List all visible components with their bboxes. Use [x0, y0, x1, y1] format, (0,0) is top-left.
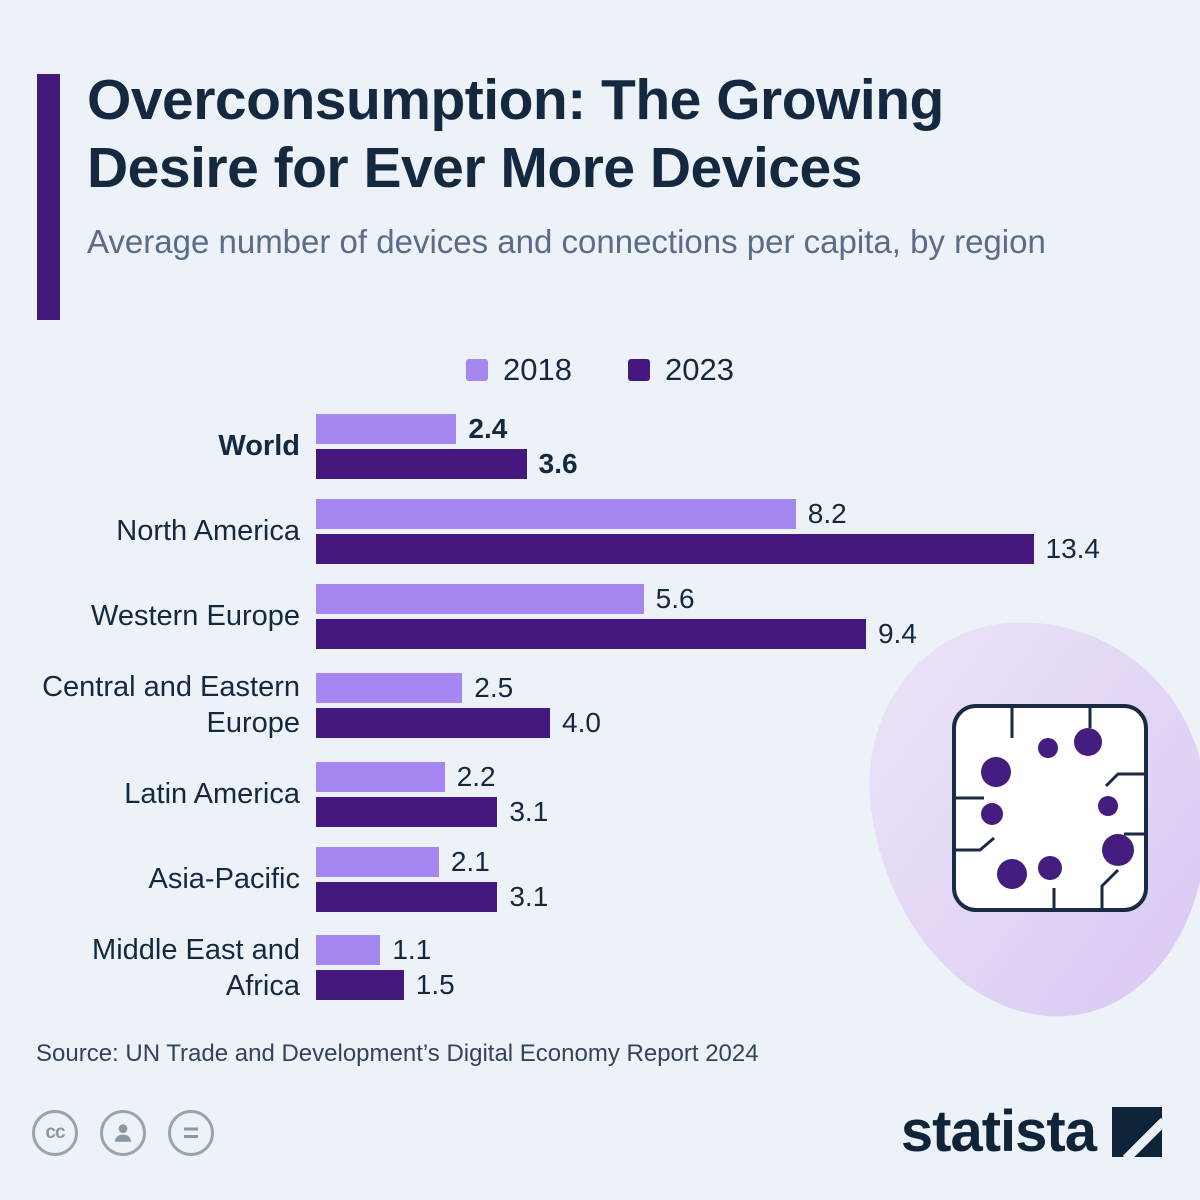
bar-line: 13.4: [316, 533, 1101, 564]
chart-row: Asia-Pacific 2.1 3.1: [36, 845, 1196, 912]
bar-group: 2.4 3.6: [316, 413, 1100, 479]
category-label: World: [218, 430, 300, 463]
statista-wordmark: statista: [900, 1099, 1097, 1164]
bar-group: 5.6 9.4: [316, 583, 1100, 649]
category-label: Asia-Pacific: [148, 862, 301, 895]
bar-group: 2.5 4.0: [316, 671, 1100, 738]
chart-row: Middle East and Africa 1.1 1.5: [36, 932, 1196, 1005]
license-icons: cc =: [32, 1110, 214, 1156]
legend-swatch: [628, 359, 650, 381]
equals-icon: =: [168, 1110, 214, 1156]
value-label: 4.0: [562, 706, 601, 738]
bar-line: 2.4: [316, 413, 1100, 444]
legend-label: 2018: [503, 352, 572, 387]
bar-line: 8.2: [316, 498, 1100, 529]
chart-row: Central and Eastern Europe 2.5 4.0: [36, 669, 1196, 742]
bar-line: 1.1: [316, 934, 1100, 966]
page-subtitle: Average number of devices and connection…: [87, 222, 1046, 260]
bar-2018: [316, 846, 439, 877]
equals-glyph: =: [182, 1117, 200, 1148]
bar-line: 4.0: [316, 706, 1100, 738]
value-label: 2.5: [474, 671, 514, 703]
statista-logo-mark: [1112, 1106, 1162, 1157]
category-label: Central and Eastern Europe: [42, 671, 300, 740]
value-label: 2.2: [456, 760, 496, 792]
category-label: Middle East and Africa: [92, 933, 300, 1002]
legend-item-2018: 2018: [466, 352, 572, 388]
bar-2023: [316, 534, 1034, 564]
title-accent-bar: [37, 74, 60, 320]
page-title-line-2: Desire for Ever More Devices: [87, 136, 862, 201]
value-label: 8.2: [807, 498, 847, 529]
bar-2018: [316, 584, 644, 614]
chart-legend: 2018 2023: [0, 352, 1200, 388]
bar-chart: World 2.4 3.6 North America 8.2 13.4 Western E…: [36, 413, 1196, 1024]
bar-group: 2.1 3.1: [316, 845, 1100, 912]
bar-2018: [316, 499, 796, 529]
value-label: 13.4: [1045, 533, 1101, 564]
statista-logo: statista: [901, 1098, 1162, 1165]
bar-line: 2.2: [316, 760, 1100, 792]
bar-line: 2.1: [316, 845, 1100, 877]
value-label: 2.4: [468, 413, 508, 444]
person-icon: [100, 1110, 146, 1156]
bar-group: 2.2 3.1: [316, 760, 1100, 827]
header: Overconsumption: The Growing Desire for …: [87, 66, 1167, 264]
value-label: 9.4: [877, 618, 917, 649]
bar-2018: [316, 672, 463, 703]
bar-line: 3.1: [316, 880, 1100, 912]
bar-2023: [316, 619, 866, 649]
bar-2023: [316, 970, 404, 1001]
category-label: Latin America: [124, 777, 300, 810]
value-label: 2.1: [450, 845, 490, 877]
cc-icon: cc: [32, 1110, 78, 1156]
value-label: 1.5: [415, 969, 455, 1001]
bar-2023: [316, 449, 527, 479]
bar-line: 2.5: [316, 671, 1100, 703]
legend-swatch: [466, 359, 489, 381]
source-note: Source: UN Trade and Development’s Digit…: [36, 1040, 759, 1067]
bar-line: 5.6: [316, 583, 1100, 614]
cc-glyph: cc: [45, 1122, 65, 1143]
sim-chip-icon: [950, 702, 1150, 919]
bar-2018: [316, 414, 457, 444]
value-label: 5.6: [655, 583, 695, 614]
chart-row: Western Europe 5.6 9.4: [36, 583, 1196, 649]
bar-line: 9.4: [316, 618, 1100, 649]
page-title-line-1: Overconsumption: The Growing: [87, 68, 944, 132]
value-label: 3.1: [509, 880, 549, 912]
bar-2023: [316, 707, 551, 738]
bar-2018: [316, 761, 445, 792]
bar-2023: [316, 796, 498, 827]
bar-group: 8.2 13.4: [316, 498, 1101, 564]
value-label: 3.1: [509, 795, 549, 827]
bar-line: 3.6: [316, 448, 1100, 479]
bar-2018: [316, 935, 381, 966]
legend-label: 2023: [665, 352, 734, 387]
bar-line: 1.5: [316, 969, 1100, 1001]
category-label: Western Europe: [90, 600, 300, 633]
bar-2023: [316, 881, 498, 912]
legend-item-2023: 2023: [628, 352, 734, 388]
chart-row: North America 8.2 13.4: [36, 498, 1196, 564]
value-label: 1.1: [392, 934, 432, 966]
bar-group: 1.1 1.5: [316, 934, 1100, 1001]
bar-line: 3.1: [316, 795, 1100, 827]
value-label: 3.6: [538, 448, 578, 479]
chart-row: World 2.4 3.6: [36, 413, 1196, 479]
chart-row: Latin America 2.2 3.1: [36, 760, 1196, 827]
category-label: North America: [116, 515, 300, 548]
